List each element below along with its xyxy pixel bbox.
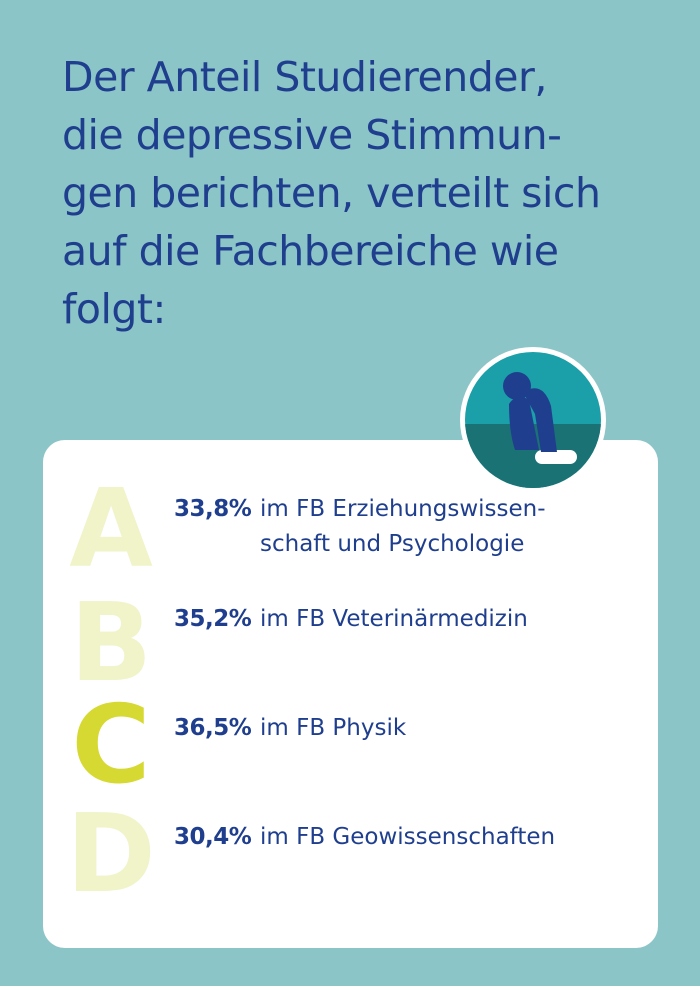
headline-line: gen berichten, verteilt sich xyxy=(62,169,601,217)
item-percent: 33,8% xyxy=(174,496,252,522)
headline-line: folgt: xyxy=(62,285,166,333)
item-percent: 35,2% xyxy=(174,606,252,632)
sad-person-icon xyxy=(465,352,601,488)
item-row: 35,2% im FB Veterinärmedizin xyxy=(174,602,634,637)
letter-a: A xyxy=(69,467,153,592)
item-label: im FB Veterinärmedizin xyxy=(260,606,528,632)
letter-b: B xyxy=(69,581,153,706)
item-percent: 36,5% xyxy=(174,715,252,741)
letter-c: C xyxy=(71,683,151,808)
headline-line: die depressive Stimmun- xyxy=(62,111,562,159)
item-row: 30,4% im FB Geowissenschaften xyxy=(174,820,634,855)
item-row: 36,5% im FB Physik xyxy=(174,711,634,746)
headline-line: Der Anteil Studierender, xyxy=(62,53,547,101)
item-label: im FB Physik xyxy=(260,715,407,741)
item-label-continued: schaft und Psychologie xyxy=(260,531,525,557)
headline: Der Anteil Studierender, die depressive … xyxy=(62,48,652,338)
headline-line: auf die Fachbereiche wie xyxy=(62,227,559,275)
item-label: im FB Geowissenschaften xyxy=(260,824,556,850)
icon-badge xyxy=(460,347,606,493)
item-row: 33,8% im FB Erziehungswissen- schaft und … xyxy=(174,492,634,562)
results-card xyxy=(43,440,658,948)
letter-d: D xyxy=(66,792,156,917)
item-label: im FB Erziehungswissen- xyxy=(260,496,546,522)
item-percent: 30,4% xyxy=(174,824,252,850)
